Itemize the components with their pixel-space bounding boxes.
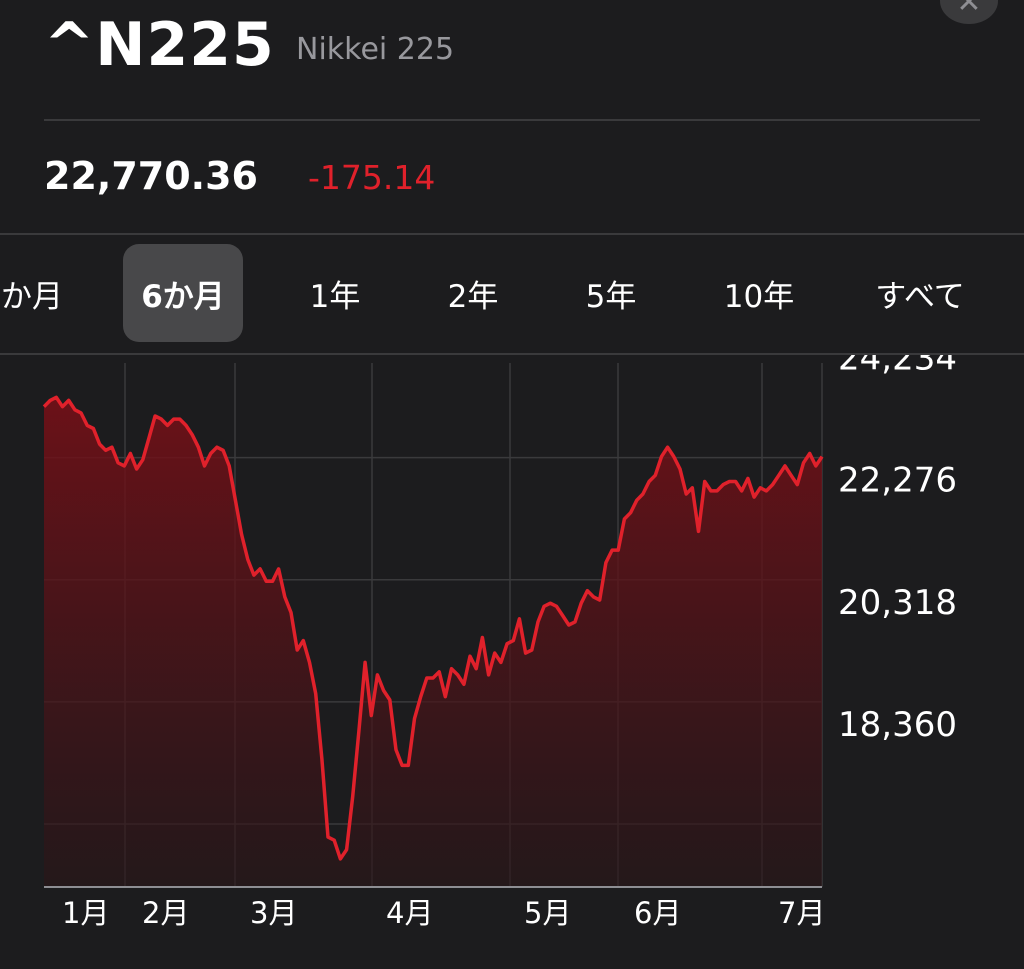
xmark-circle-icon: ✕ — [956, 0, 982, 20]
y-tick-label: 22,276 — [838, 461, 957, 501]
ticker-name: Nikkei 225 — [296, 32, 455, 67]
x-tick-label: 5月 — [524, 896, 571, 930]
y-axis-ticks: 24,234 22,276 20,318 18,360 — [838, 355, 957, 745]
price-line — [42, 395, 824, 861]
tab-range-5y[interactable]: 5年 — [585, 278, 637, 315]
tab-range-3m[interactable]: か月 — [1, 278, 63, 315]
price-area — [44, 397, 822, 887]
tab-range-6m[interactable]: 6か月 — [123, 244, 243, 342]
x-tick-label: 6月 — [634, 896, 681, 930]
x-tick-label: 3月 — [250, 896, 297, 930]
tab-range-10y[interactable]: 10年 — [723, 278, 795, 315]
x-tick-label: 2月 — [142, 896, 189, 930]
y-tick-label: 18,360 — [838, 705, 957, 745]
tabs-divider — [0, 353, 1024, 355]
x-axis-ticks: 1月 2月 3月 4月 5月 6月 7月 — [62, 896, 825, 930]
header-divider — [44, 119, 980, 121]
range-tabs: か月 6か月 1年 2年 5年 10年 すべて — [0, 244, 1024, 344]
tab-range-2y[interactable]: 2年 — [447, 278, 499, 315]
close-button[interactable]: ✕ — [940, 0, 998, 24]
x-tick-label: 1月 — [62, 896, 109, 930]
price-chart[interactable]: 24,234 22,276 20,318 18,360 1月 2月 3月 4月 5月 6月 7月 — [0, 355, 1024, 969]
tab-range-all[interactable]: すべて — [875, 278, 965, 315]
y-tick-label: 24,234 — [838, 355, 957, 379]
price-change: -175.14 — [308, 158, 436, 197]
tab-range-1y[interactable]: 1年 — [309, 278, 361, 315]
y-tick-label: 20,318 — [838, 583, 957, 623]
x-tick-label: 7月 — [778, 896, 825, 930]
price-divider — [0, 233, 1024, 235]
ticker-symbol: ^N225 — [44, 10, 275, 80]
x-tick-label: 4月 — [386, 896, 433, 930]
current-price: 22,770.36 — [44, 154, 258, 198]
